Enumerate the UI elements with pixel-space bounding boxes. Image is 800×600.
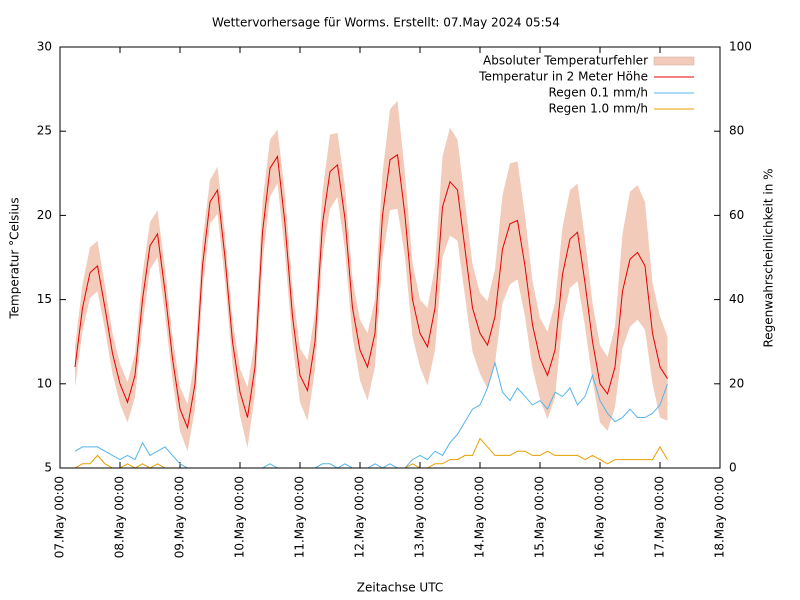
y2-tick-label: 80 bbox=[729, 124, 744, 138]
y2-tick-label: 20 bbox=[729, 376, 744, 390]
legend-swatch bbox=[653, 56, 695, 66]
x-tick-label: 11.May 00:00 bbox=[293, 476, 307, 558]
legend-label: Absoluter Temperaturfehler bbox=[483, 54, 648, 68]
x-tick-label: 10.May 00:00 bbox=[233, 476, 247, 558]
error-band bbox=[75, 100, 668, 452]
chart-title: Wettervorhersage für Worms. Erstellt: 07… bbox=[212, 16, 560, 30]
y-tick-label: 5 bbox=[44, 461, 52, 475]
y2-axis-label: Regenwahrscheinlichkeit in % bbox=[762, 168, 776, 347]
x-tick-label: 14.May 00:00 bbox=[473, 476, 487, 558]
series-line bbox=[74, 437, 668, 469]
y-tick-label: 10 bbox=[37, 376, 52, 390]
plot-frame bbox=[59, 46, 721, 469]
y-tick-label: 25 bbox=[37, 124, 52, 138]
y2-tick-label: 60 bbox=[729, 208, 744, 222]
x-tick-label: 13.May 00:00 bbox=[413, 476, 427, 558]
y-tick-label: 20 bbox=[37, 208, 52, 222]
legend-label: Regen 0.1 mm/h bbox=[548, 86, 648, 100]
y-tick-label: 15 bbox=[37, 292, 52, 306]
x-tick-label: 15.May 00:00 bbox=[533, 476, 547, 558]
y-axis-label: Temperatur °Celsius bbox=[8, 197, 22, 319]
legend-label: Regen 1.0 mm/h bbox=[548, 102, 648, 116]
x-tick-label: 12.May 00:00 bbox=[353, 476, 367, 558]
x-tick-label: 07.May 00:00 bbox=[53, 476, 67, 558]
x-tick-label: 17.May 00:00 bbox=[653, 476, 667, 558]
y2-tick-label: 0 bbox=[729, 461, 737, 475]
legend-label: Temperatur in 2 Meter Höhe bbox=[478, 70, 648, 84]
x-tick-label: 08.May 00:00 bbox=[113, 476, 127, 558]
x-axis-label: Zeitachse UTC bbox=[357, 581, 443, 595]
series-line bbox=[74, 360, 668, 469]
y-tick-label: 30 bbox=[37, 40, 52, 54]
series-line bbox=[74, 153, 668, 430]
x-tick-label: 16.May 00:00 bbox=[593, 476, 607, 558]
x-tick-label: 09.May 00:00 bbox=[173, 476, 187, 558]
y2-tick-label: 40 bbox=[729, 292, 744, 306]
x-tick-label: 18.May 00:00 bbox=[713, 476, 727, 558]
y2-tick-label: 100 bbox=[729, 40, 752, 54]
